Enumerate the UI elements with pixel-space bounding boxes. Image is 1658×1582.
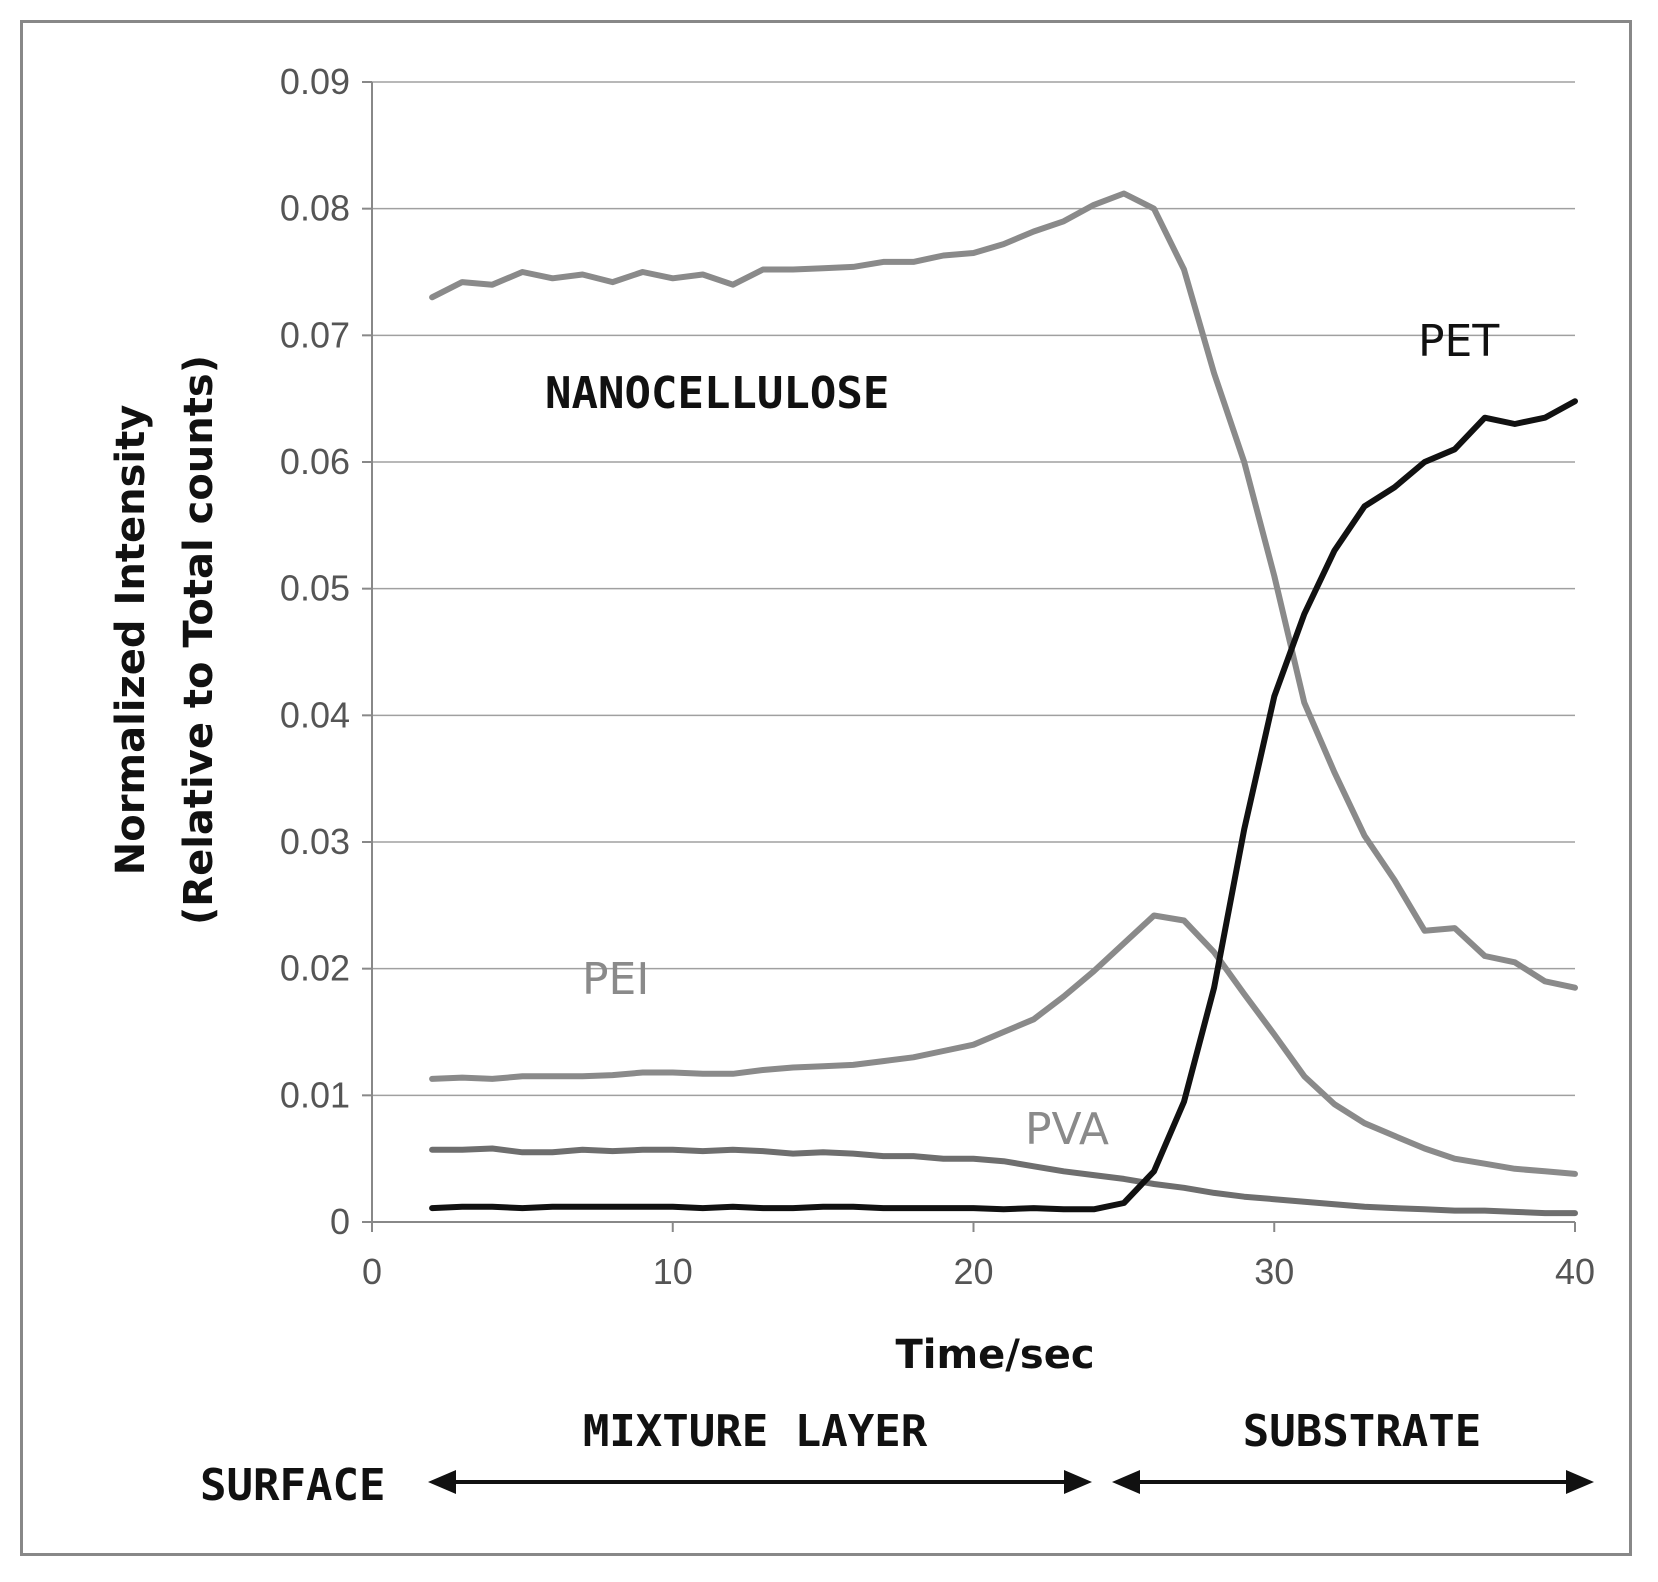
y-tick-label: 0.01 xyxy=(280,1074,350,1115)
x-tick-label: 20 xyxy=(953,1251,993,1292)
x-tick-labels: 0 10 20 30 40 xyxy=(362,1251,1595,1292)
label-pet: PET xyxy=(1418,316,1499,367)
label-pei: PEI xyxy=(582,954,649,1005)
y-tick-label: 0.07 xyxy=(280,314,350,355)
y-tick-label: 0.09 xyxy=(280,61,350,102)
y-tick-label: 0.02 xyxy=(280,948,350,989)
gridlines xyxy=(372,81,1575,1097)
y-axis-title-2: (Relative to Total counts) xyxy=(176,355,222,925)
y-axis-title: Normalized Intensity xyxy=(108,405,154,876)
label-pva: PVA xyxy=(1025,1104,1109,1155)
series-line-nanocellulose xyxy=(429,190,1578,991)
y-tick-label: 0.05 xyxy=(280,568,350,609)
y-tick-label: 0 xyxy=(330,1201,350,1242)
series-line-pei xyxy=(429,912,1578,1177)
x-tick-label: 30 xyxy=(1254,1251,1294,1292)
figure-frame xyxy=(20,20,1632,1556)
x-tick-label: 40 xyxy=(1555,1251,1595,1292)
annotation-substrate: SUBSTRATE xyxy=(1243,1406,1481,1457)
axes xyxy=(362,81,1576,1232)
arrow-mixture-layer xyxy=(428,1470,1092,1494)
x-tick-label: 10 xyxy=(653,1251,693,1292)
y-tick-label: 0.08 xyxy=(280,188,350,229)
x-axis-title: Time/sec xyxy=(895,1332,1094,1378)
y-tick-label: 0.03 xyxy=(280,821,350,862)
series-line-pet xyxy=(429,398,1578,1213)
arrow-substrate xyxy=(1112,1470,1594,1494)
annotation-mixture-layer: MIXTURE LAYER xyxy=(583,1406,928,1457)
y-tick-label: 0.06 xyxy=(280,441,350,482)
label-nanocellulose: NANOCELLULOSE xyxy=(545,368,889,419)
series-line-pva xyxy=(429,1145,1578,1217)
x-tick-label: 0 xyxy=(362,1251,382,1292)
y-tick-label: 0.04 xyxy=(280,694,350,735)
annotation-surface: SURFACE xyxy=(200,1460,385,1511)
y-tick-labels: 0 0.01 0.02 0.03 0.04 0.05 0.06 0.07 0.08 0.09 xyxy=(280,61,350,1242)
y-axis-title-line1: Normalized Intensity xyxy=(108,405,154,876)
y-axis-title-line2: (Relative to Total counts) xyxy=(176,355,222,925)
series-lines xyxy=(429,190,1578,1217)
